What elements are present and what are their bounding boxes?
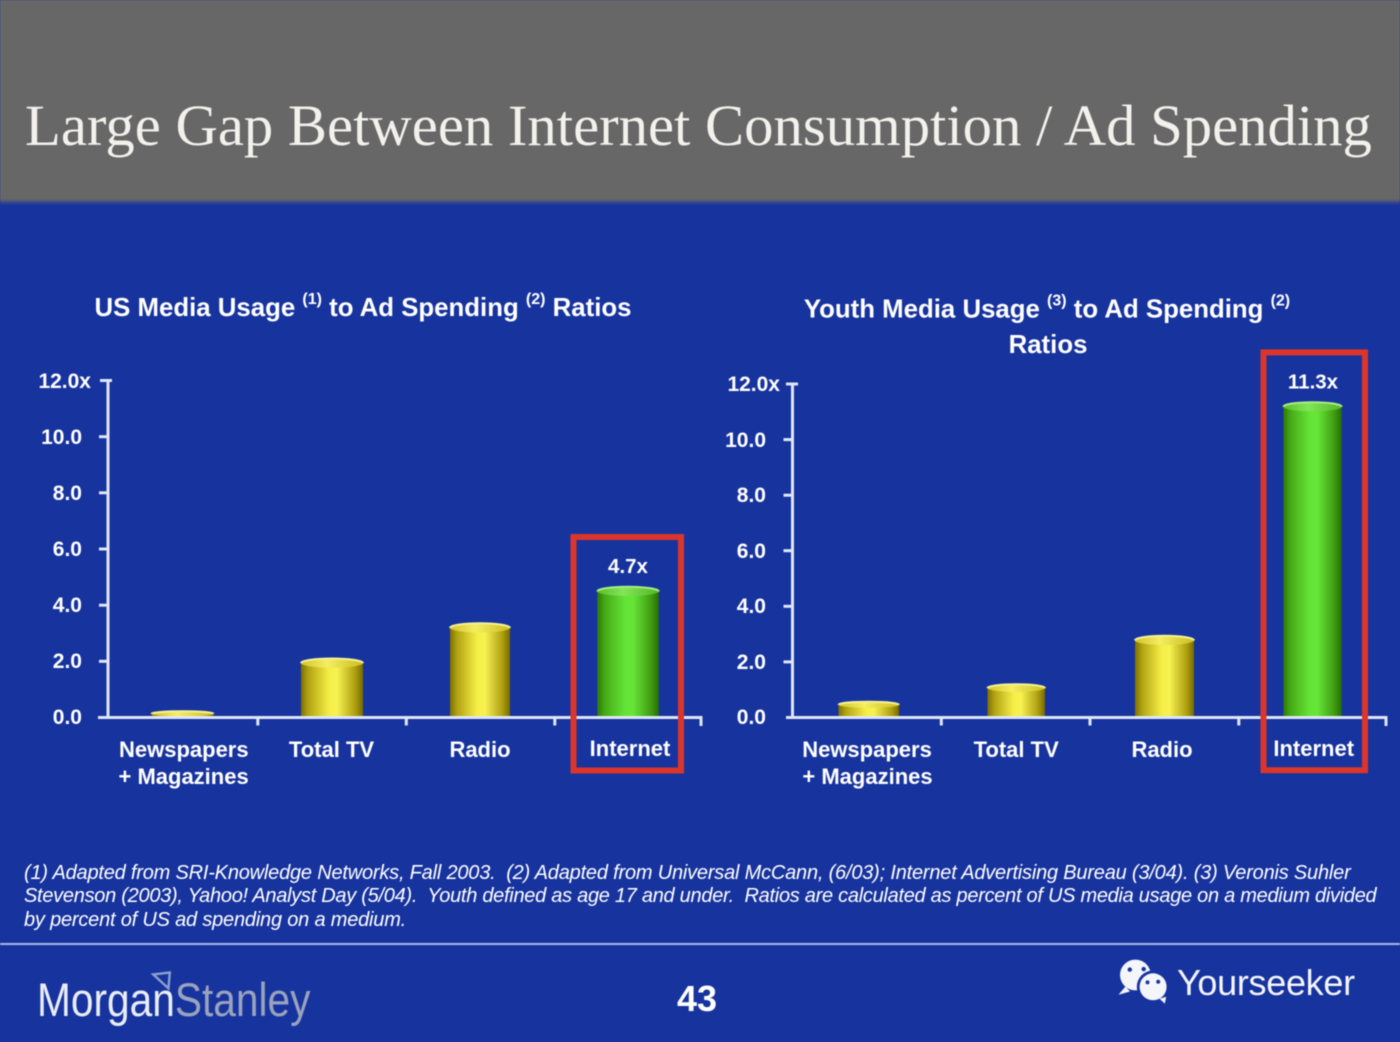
svg-text:Newspapers: Newspapers [802, 737, 932, 762]
svg-text:6.0: 6.0 [53, 538, 82, 561]
svg-text:Internet: Internet [1273, 736, 1354, 761]
svg-text:Total TV: Total TV [289, 737, 374, 762]
svg-text:2.0: 2.0 [737, 651, 766, 674]
svg-text:Internet: Internet [590, 736, 671, 761]
svg-text:4.0: 4.0 [53, 594, 82, 617]
svg-text:12.0x: 12.0x [38, 370, 91, 393]
svg-text:+ Magazines: + Magazines [802, 764, 932, 789]
svg-text:0.0: 0.0 [737, 706, 766, 729]
svg-text:6.0: 6.0 [737, 540, 766, 563]
svg-text:12.0x: 12.0x [727, 373, 780, 396]
svg-text:Radio: Radio [1131, 737, 1192, 762]
svg-text:10.0: 10.0 [725, 429, 766, 452]
svg-text:Newspapers: Newspapers [119, 737, 249, 762]
svg-text:2.0: 2.0 [53, 650, 82, 673]
svg-text:Total TV: Total TV [974, 737, 1059, 762]
svg-text:4.7x: 4.7x [608, 555, 648, 578]
svg-text:0.0: 0.0 [53, 706, 82, 729]
svg-text:8.0: 8.0 [53, 482, 82, 505]
svg-text:Ratios: Ratios [1009, 331, 1088, 359]
svg-text:10.0: 10.0 [41, 426, 82, 449]
svg-text:4.0: 4.0 [737, 595, 766, 618]
svg-text:+ Magazines: + Magazines [118, 764, 248, 789]
svg-text:US Media Usage (1) to Ad Spend: US Media Usage (1) to Ad Spending (2) Ra… [95, 291, 632, 322]
svg-text:11.3x: 11.3x [1288, 371, 1339, 394]
svg-text:Radio: Radio [449, 737, 510, 762]
svg-text:8.0: 8.0 [737, 484, 766, 507]
svg-text:Youth Media Usage (3) to Ad Sp: Youth Media Usage (3) to Ad Spending (2) [804, 293, 1290, 324]
